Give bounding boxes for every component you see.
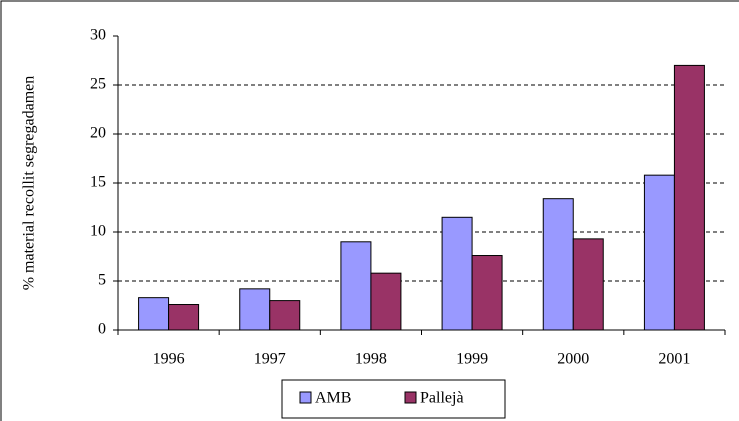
legend-swatch [404, 391, 417, 404]
y-tick-label: 30 [90, 27, 106, 44]
y-axis-label: % material recollit segregadamen [21, 76, 38, 291]
x-tick-label: 2001 [658, 351, 690, 368]
bar [471, 255, 503, 331]
y-tick-label: 0 [98, 321, 106, 338]
bar [370, 272, 402, 331]
legend-label: Pallejà [420, 390, 464, 407]
y-tick-label: 5 [98, 272, 106, 289]
y-tick-label: 25 [90, 76, 106, 93]
x-tick-label: 1999 [456, 351, 488, 368]
bar [572, 238, 604, 331]
legend-swatch [299, 391, 312, 404]
y-tick-label: 20 [90, 125, 106, 142]
legend-box [281, 379, 506, 419]
bar [542, 198, 574, 331]
y-tick-label: 15 [90, 174, 106, 191]
x-tick-label: 1996 [153, 351, 185, 368]
bar [673, 64, 705, 331]
y-tick-label: 10 [90, 223, 106, 240]
bar [138, 297, 170, 331]
bar [643, 174, 675, 331]
x-tick-label: 1998 [355, 351, 387, 368]
bar [269, 300, 301, 331]
legend-label: AMB [315, 390, 351, 407]
bar [239, 288, 271, 331]
x-tick-label: 1997 [254, 351, 286, 368]
x-tick-label: 2000 [557, 351, 589, 368]
bar [441, 216, 473, 331]
bar [340, 241, 372, 331]
bar [168, 304, 200, 331]
